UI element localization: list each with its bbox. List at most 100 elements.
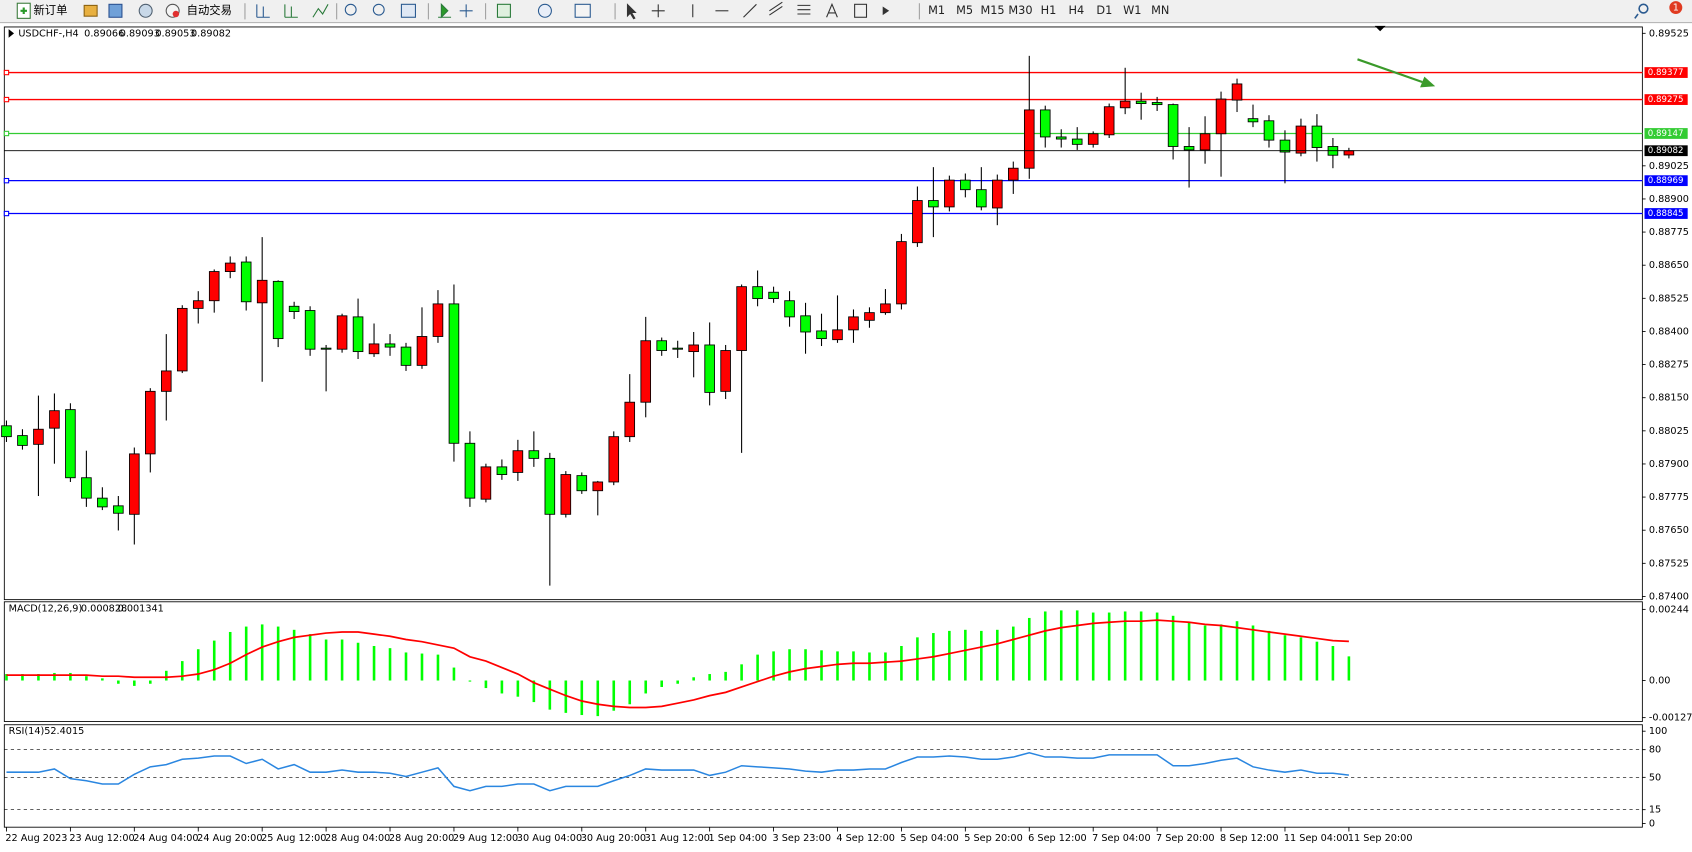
macd-bar <box>180 661 184 681</box>
icon[interactable] <box>256 4 270 18</box>
macd-bar <box>756 654 759 681</box>
line-anchor <box>3 69 10 76</box>
x-tick-label: 23 Aug 12:00 <box>69 833 134 844</box>
candle-body <box>976 189 987 208</box>
macd-bar <box>628 680 632 705</box>
new-order-button[interactable]: 新订单 <box>16 2 67 19</box>
icon[interactable] <box>108 3 123 18</box>
icon[interactable] <box>438 3 452 19</box>
candle-body <box>752 286 763 300</box>
macd-bar <box>1267 630 1271 681</box>
icon[interactable] <box>400 3 416 18</box>
macd-bar <box>1011 626 1015 681</box>
macd-bar <box>980 630 983 681</box>
candle-body <box>1023 109 1035 169</box>
icon[interactable] <box>459 4 473 18</box>
x-tick-label: 28 Aug 20:00 <box>389 833 454 844</box>
price-label: 0.89275 <box>1648 95 1684 105</box>
icon[interactable] <box>882 6 890 16</box>
candle-body <box>1135 100 1147 104</box>
candle-body <box>1071 138 1083 145</box>
icon[interactable] <box>769 1 783 16</box>
button-label: 新订单 <box>33 3 67 17</box>
candle-body <box>113 505 124 514</box>
timeframe-button[interactable]: H4 <box>1069 3 1085 17</box>
x-tick-label: 1 Sep 04:00 <box>709 833 768 844</box>
macd-bar <box>1139 611 1143 681</box>
notification-badge[interactable] <box>1669 1 1683 15</box>
macd-bar <box>1219 624 1223 681</box>
icon[interactable] <box>651 4 665 18</box>
timeframe-button[interactable]: M1 <box>928 3 945 17</box>
timeframe-button[interactable]: D1 <box>1096 3 1112 17</box>
timeframe-button[interactable]: W1 <box>1123 3 1141 17</box>
x-tick-label: 30 Aug 04:00 <box>517 833 582 844</box>
timeframe-button[interactable]: M30 <box>1008 3 1032 17</box>
macd-bar <box>740 664 743 681</box>
icon[interactable] <box>626 3 637 20</box>
y-tick-label: 80 <box>1649 745 1661 756</box>
timeframe-button[interactable]: M15 <box>980 3 1004 17</box>
icon[interactable] <box>537 3 552 18</box>
toolbar: 新订单 自动交易 M1 <box>0 0 1692 24</box>
candle-body <box>688 344 699 353</box>
candle-body <box>1167 104 1179 147</box>
icon[interactable] <box>797 4 811 15</box>
x-tick-label: 11 Sep 04:00 <box>1284 833 1349 844</box>
price-label-box <box>1644 175 1688 187</box>
macd-bar <box>868 652 871 681</box>
macd-bar <box>772 651 775 681</box>
macd-bar <box>1091 612 1095 681</box>
candle-body <box>304 310 316 350</box>
icon[interactable] <box>138 3 153 18</box>
macd-bar <box>1043 611 1047 681</box>
x-tick-label: 24 Aug 04:00 <box>133 833 198 844</box>
price-label: 0.89147 <box>1648 129 1684 139</box>
icon[interactable] <box>496 3 511 18</box>
icon[interactable] <box>312 4 329 18</box>
arrow-head <box>1420 76 1436 88</box>
candle-body <box>145 390 156 455</box>
macd-bar <box>852 651 855 681</box>
y-tick-label: 0.89025 <box>1649 161 1689 172</box>
timeframe-button[interactable]: H1 <box>1041 3 1057 17</box>
macd-bar <box>612 680 616 711</box>
macd-bar <box>420 653 424 681</box>
timeframe-button[interactable]: M5 <box>956 3 973 17</box>
icon[interactable] <box>344 3 357 16</box>
x-tick-label: 5 Sep 20:00 <box>964 833 1023 844</box>
notification-count: 1 <box>1673 3 1679 14</box>
search-icon[interactable] <box>1638 3 1649 14</box>
macd-bar <box>644 680 648 694</box>
ohlc-value: 0.89082 <box>191 28 231 39</box>
candle-body <box>272 280 284 340</box>
icon[interactable] <box>826 2 838 18</box>
candle-body <box>912 200 923 244</box>
indicator-title: RSI(14) <box>9 726 45 737</box>
macd-bar <box>1171 615 1175 681</box>
x-tick-label: 6 Sep 12:00 <box>1028 833 1087 844</box>
y-tick-label: 0.87775 <box>1649 492 1689 503</box>
candle-body <box>1008 167 1019 181</box>
candle-body <box>800 315 811 333</box>
icon[interactable] <box>854 3 868 18</box>
candle-body <box>1295 125 1307 154</box>
timeframe-button[interactable]: MN <box>1151 3 1169 17</box>
icon[interactable] <box>372 3 385 16</box>
icon[interactable] <box>743 3 757 18</box>
macd-bar <box>500 680 504 694</box>
macd-bar <box>788 649 791 681</box>
macd-bar <box>484 680 488 689</box>
icon[interactable] <box>574 3 591 18</box>
rsi-panel-frame <box>3 724 1643 828</box>
candle-body <box>1055 136 1067 140</box>
icon[interactable] <box>83 4 98 17</box>
auto-trade-button[interactable]: 自动交易 <box>165 3 232 18</box>
y-tick-label: 0.88650 <box>1649 260 1689 271</box>
candle-body <box>416 336 428 366</box>
icon[interactable] <box>284 4 298 18</box>
macd-bar <box>1123 611 1127 681</box>
macd-bar <box>1331 645 1335 681</box>
macd-bar <box>516 680 520 697</box>
